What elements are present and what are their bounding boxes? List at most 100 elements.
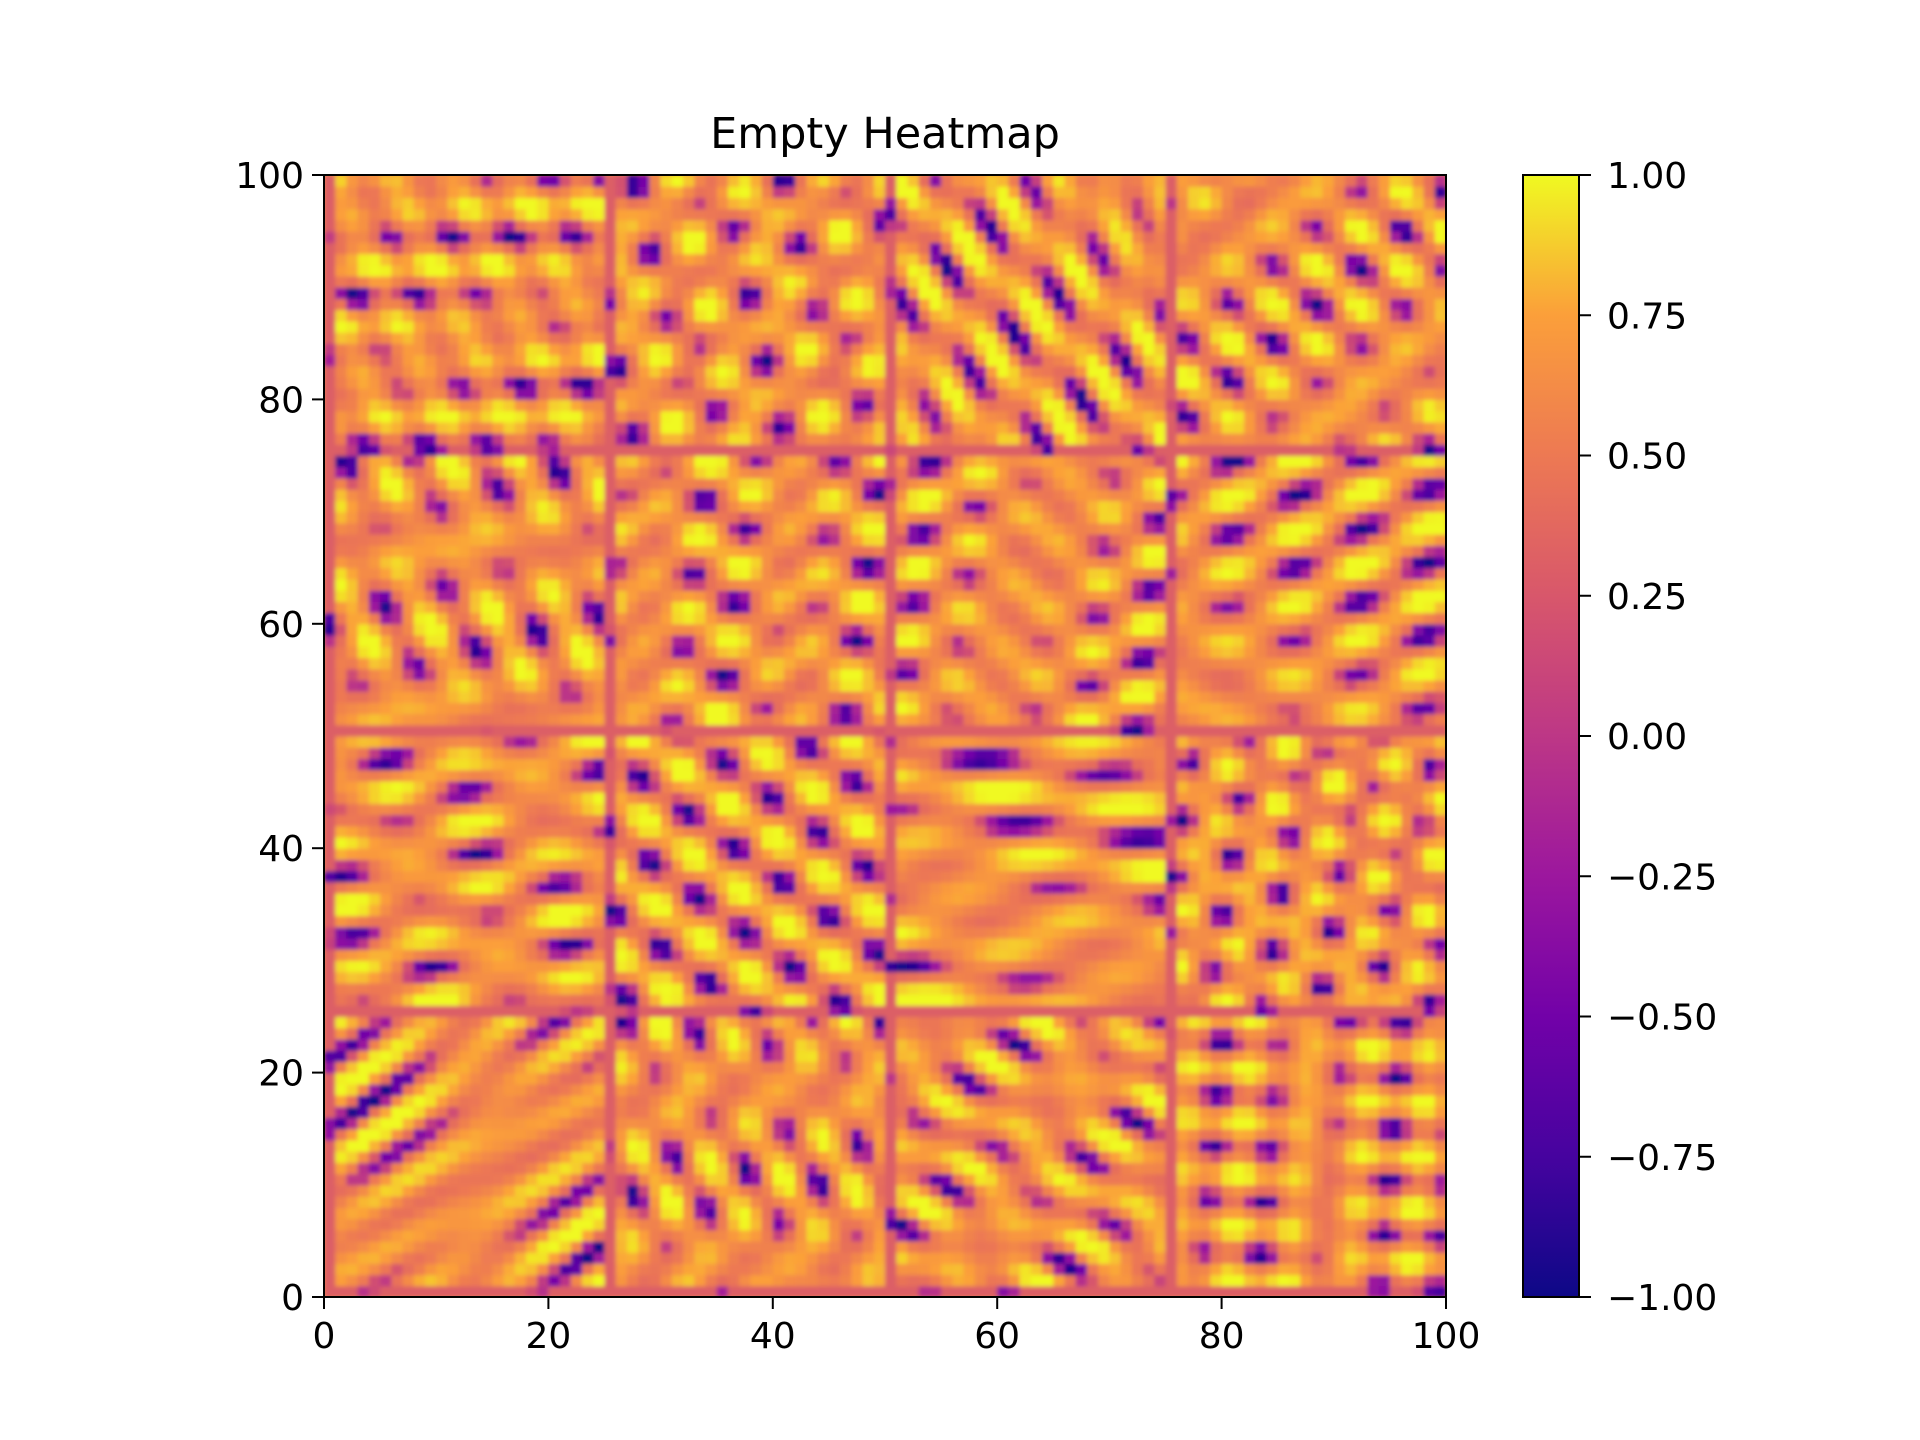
heatmap-cell (335, 1095, 348, 1107)
heatmap-cell (1277, 814, 1290, 827)
heatmap-cell (1255, 937, 1268, 950)
heatmap-cell (1019, 1072, 1032, 1085)
heatmap-cell (368, 1016, 381, 1029)
heatmap-cell (391, 769, 404, 782)
heatmap-cell (907, 1151, 920, 1163)
heatmap-cell (447, 1162, 460, 1175)
heatmap-cell (1109, 1207, 1122, 1220)
heatmap-cell (1412, 747, 1425, 760)
heatmap-cell (727, 1016, 740, 1029)
heatmap-cell (761, 904, 774, 917)
heatmap-cell (1086, 960, 1099, 973)
heatmap-cell (1008, 1061, 1021, 1074)
heatmap-cell (873, 926, 886, 939)
heatmap-cell (1131, 1016, 1144, 1029)
heatmap-cell (941, 803, 953, 816)
heatmap-cell (1367, 1027, 1380, 1040)
heatmap-cell (840, 870, 852, 883)
heatmap-cell (727, 1027, 740, 1040)
heatmap-cell (974, 949, 987, 961)
heatmap-cell (974, 814, 987, 827)
heatmap-cell (1210, 1285, 1223, 1297)
heatmap-cell (548, 1016, 561, 1029)
heatmap-cell (582, 814, 594, 827)
heatmap-cell (997, 1196, 1010, 1208)
heatmap-cell (1064, 926, 1077, 939)
heatmap-cell (1109, 926, 1122, 939)
heatmap-cell (1412, 982, 1425, 995)
heatmap-cell (1232, 825, 1245, 838)
heatmap-cell (335, 926, 348, 939)
heatmap-cell (840, 1038, 852, 1051)
heatmap-cell (1109, 747, 1122, 760)
heatmap-cell (851, 881, 864, 894)
heatmap-cell (1109, 971, 1122, 984)
heatmap-cell (851, 1128, 864, 1141)
heatmap-cell (1075, 825, 1088, 838)
heatmap-cell (1389, 758, 1402, 771)
heatmap-cell (1098, 1196, 1110, 1208)
heatmap-cell (1423, 1184, 1436, 1197)
heatmap-cell (593, 736, 606, 748)
heatmap-cell (1199, 825, 1211, 838)
heatmap-cell (1255, 949, 1268, 961)
heatmap-cell (1143, 1083, 1155, 1096)
heatmap-cell (761, 960, 774, 973)
heatmap-cell (436, 1038, 449, 1051)
heatmap-cell (1434, 1095, 1446, 1107)
heatmap-cell (1266, 836, 1279, 849)
heatmap-cell (469, 1285, 482, 1297)
heatmap-cell (615, 792, 628, 804)
heatmap-cell (1131, 859, 1144, 872)
heatmap-cell (1120, 949, 1133, 961)
heatmap-cell (1030, 1151, 1043, 1163)
heatmap-cell (615, 1151, 628, 1163)
heatmap-cell (1300, 1196, 1312, 1208)
heatmap-cell (447, 1027, 460, 1040)
heatmap-cell (469, 1274, 482, 1287)
heatmap-cell (907, 1005, 920, 1018)
heatmap-cell (391, 1083, 404, 1096)
heatmap-cell (1266, 1038, 1279, 1051)
heatmap-cell (929, 1016, 942, 1029)
heatmap-cell (469, 1128, 482, 1141)
heatmap-cell (537, 780, 549, 793)
heatmap-cell (1187, 1050, 1200, 1062)
heatmap-cell (447, 769, 460, 782)
heatmap-cell (896, 1173, 909, 1186)
heatmap-cell (548, 1005, 561, 1018)
heatmap-cell (1176, 1050, 1189, 1062)
heatmap-cell (918, 1162, 931, 1175)
heatmap-cell (1143, 1229, 1155, 1242)
heatmap-cell (1311, 836, 1324, 849)
heatmap-cell (1064, 971, 1077, 984)
heatmap-cell (458, 780, 471, 793)
heatmap-cell (1008, 814, 1021, 827)
heatmap-cell (1187, 1016, 1200, 1029)
heatmap-cell (469, 1139, 482, 1152)
heatmap-cell (1311, 747, 1324, 760)
heatmap-cell (380, 792, 392, 804)
heatmap-cell (761, 1038, 774, 1051)
heatmap-cell (537, 1218, 549, 1231)
heatmap-cell (368, 881, 381, 894)
heatmap-cell (492, 1218, 505, 1231)
heatmap-cell (324, 1050, 336, 1062)
heatmap-cell (862, 1038, 875, 1051)
heatmap-cell (346, 1240, 359, 1253)
heatmap-cell (503, 1072, 516, 1085)
heatmap-cell (885, 1218, 897, 1231)
heatmap-cell (1154, 836, 1167, 849)
heatmap-cell (873, 1027, 886, 1040)
heatmap-cell (1143, 814, 1155, 827)
heatmap-cell (1120, 1285, 1133, 1297)
heatmap-cell (424, 1218, 437, 1231)
heatmap-cell (1322, 1061, 1335, 1074)
heatmap-cell (413, 792, 426, 804)
heatmap-cell (1187, 1061, 1200, 1074)
heatmap-cell (582, 971, 594, 984)
heatmap-cell (784, 1106, 796, 1119)
heatmap-cell (1288, 1240, 1301, 1253)
heatmap-cell (840, 960, 852, 973)
heatmap-cell (1266, 881, 1279, 894)
